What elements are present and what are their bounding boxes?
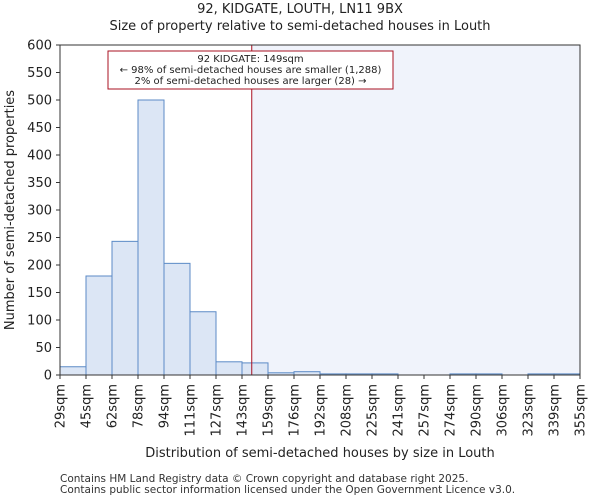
x-tick-label: 62sqm (106, 384, 121, 428)
x-axis-label: Distribution of semi-detached houses by … (145, 446, 495, 461)
x-tick-label: 111sqm (184, 384, 199, 437)
annotation-line: 2% of semi-detached houses are larger (2… (134, 76, 366, 87)
y-tick-label: 50 (35, 341, 52, 356)
x-tick-label: 45sqm (80, 384, 95, 428)
larger-region (251, 45, 580, 375)
x-tick-label: 159sqm (262, 384, 277, 437)
chart-subtitle: Size of property relative to semi-detach… (109, 19, 491, 34)
y-tick-label: 350 (27, 176, 52, 191)
bar (59, 366, 87, 376)
x-tick-label: 208sqm (340, 384, 355, 437)
y-tick-label: 0 (44, 369, 52, 384)
x-tick-label: 127sqm (210, 384, 225, 437)
x-tick-label: 355sqm (574, 384, 589, 437)
footer-line-1: Contains HM Land Registry data © Crown c… (60, 473, 469, 485)
y-tick-label: 300 (27, 204, 52, 219)
x-tick-label: 306sqm (496, 384, 511, 437)
x-tick-label: 339sqm (548, 384, 563, 437)
bar (189, 311, 217, 376)
bar (215, 361, 243, 376)
x-tick-label: 29sqm (54, 384, 69, 428)
y-tick-label: 200 (27, 259, 52, 274)
bar (111, 240, 139, 376)
x-tick-label: 241sqm (392, 384, 407, 437)
x-tick-label: 192sqm (314, 384, 329, 437)
x-tick-label: 225sqm (366, 384, 381, 437)
annotation-line: 92 KIDGATE: 149sqm (197, 54, 303, 65)
x-tick-label: 290sqm (470, 384, 485, 437)
x-tick-label: 94sqm (158, 384, 173, 428)
y-tick-label: 150 (27, 286, 52, 301)
y-tick-label: 250 (27, 231, 52, 246)
y-axis-label: Number of semi-detached properties (3, 90, 18, 330)
y-tick-label: 100 (27, 314, 52, 329)
chart-title: 92, KIDGATE, LOUTH, LN11 9BX (197, 2, 403, 17)
y-tick-label: 450 (27, 121, 52, 136)
annotation-box (107, 50, 394, 90)
x-tick-label: 78sqm (132, 384, 147, 428)
bar (85, 275, 113, 376)
y-tick-label: 500 (27, 94, 52, 109)
y-tick-label: 400 (27, 149, 52, 164)
x-tick-label: 274sqm (444, 384, 459, 437)
x-tick-label: 176sqm (288, 384, 303, 437)
y-tick-label: 600 (27, 39, 52, 54)
bar (163, 262, 191, 376)
annotation-line: ← 98% of semi-detached houses are smalle… (120, 65, 382, 76)
bar (137, 99, 165, 376)
x-tick-label: 323sqm (522, 384, 537, 437)
x-tick-label: 257sqm (418, 384, 433, 437)
bar (241, 362, 269, 376)
x-tick-label: 143sqm (236, 384, 251, 437)
y-tick-label: 550 (27, 66, 52, 81)
footer-line-2: Contains public sector information licen… (60, 484, 516, 496)
